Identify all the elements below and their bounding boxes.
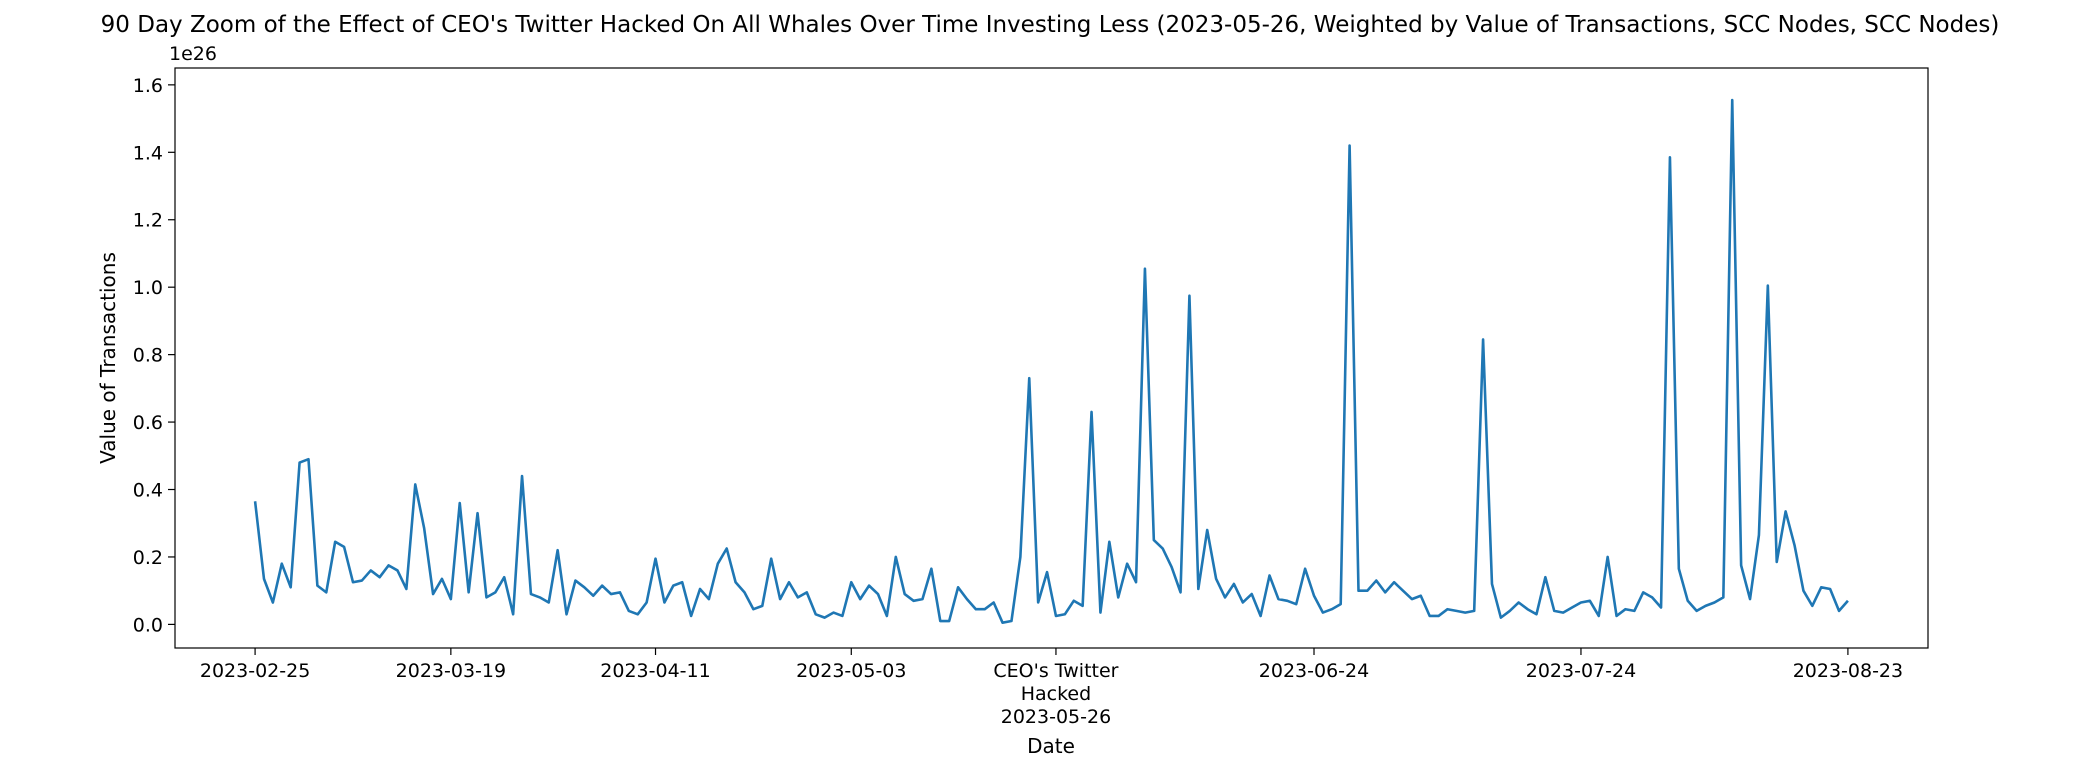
plot-area [174, 67, 1929, 649]
x-tick-label: 2023-07-24 [1526, 660, 1636, 682]
x-tick-label: 2023-02-25 [200, 660, 310, 682]
series-line [253, 98, 1849, 625]
y-tick-label: 0.8 [133, 345, 163, 367]
y-tick-label: 1.4 [133, 142, 163, 164]
x-tick-label: CEO's Twitter Hacked 2023-05-26 [993, 660, 1118, 728]
x-tick-label: 2023-08-23 [1793, 660, 1903, 682]
x-tick-label: 2023-03-19 [396, 660, 506, 682]
y-tick-label: 0.6 [133, 412, 163, 434]
y-tick-label: 1.0 [133, 277, 163, 299]
y-tick-label: 1.2 [133, 210, 163, 232]
chart-title: 90 Day Zoom of the Effect of CEO's Twitt… [101, 12, 2000, 38]
y-axis: 0.0 0.2 0.4 0.6 0.8 1.0 1.2 1.4 1.6 [133, 75, 175, 636]
y-tick-label: 0.0 [133, 614, 163, 636]
x-axis-label: Date [1027, 734, 1075, 758]
y-axis-label: Value of Transactions [96, 252, 120, 464]
x-tick-label: 2023-05-03 [796, 660, 906, 682]
x-axis: 2023-02-25 2023-03-19 2023-04-11 2023-05-03… [200, 648, 1903, 728]
x-tick-label: 2023-04-11 [600, 660, 710, 682]
y-tick-label: 0.2 [133, 547, 163, 569]
x-tick-label: 2023-06-24 [1259, 660, 1369, 682]
y-tick-label: 0.4 [133, 480, 163, 502]
y-tick-label: 1.6 [133, 75, 163, 97]
series-layer [253, 98, 1849, 625]
y-axis-offset-label: 1e26 [169, 43, 217, 65]
